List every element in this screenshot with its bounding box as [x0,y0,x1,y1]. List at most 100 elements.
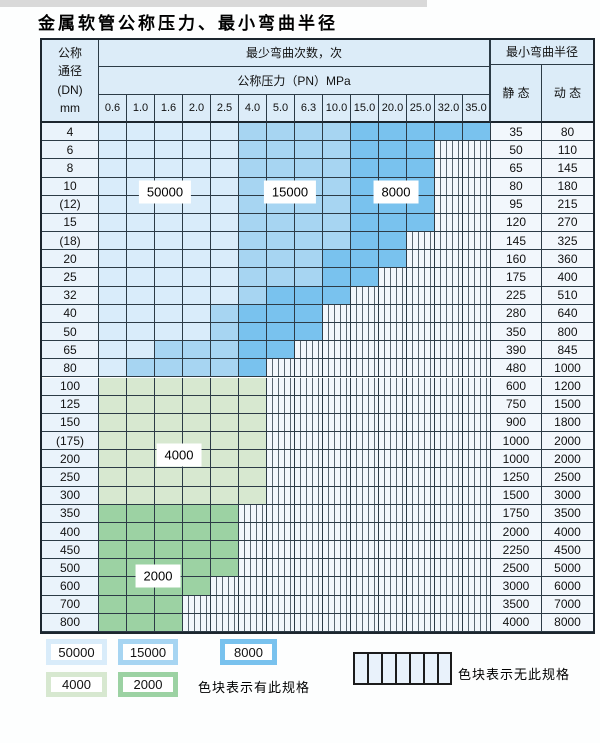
spec-cell [211,595,239,614]
spec-cell [379,504,407,523]
spec-cell [435,468,463,487]
spec-cell [127,250,155,269]
dynamic-radius-cell: 180 [542,177,593,196]
spec-cell [239,123,267,142]
static-radius-cell: 2250 [491,541,542,560]
spec-cell [351,377,379,396]
spec-cell [239,450,267,469]
spec-cell [379,432,407,451]
spec-cell [267,413,295,433]
spec-cell [407,522,435,542]
spec-cell [435,304,463,323]
spec-cell [183,595,211,614]
spec-cell [99,359,127,378]
spec-cell [99,195,127,214]
spec-cell [155,141,183,160]
spec-cell [407,304,435,323]
spec-cell [351,268,379,287]
spec-cell [183,250,211,269]
spec-cell [183,486,211,505]
spec-cell [183,159,211,178]
spec-cell [183,395,211,414]
spec-cell [351,195,379,214]
spec-cell [323,141,351,160]
dn-cell: (18) [42,232,99,251]
spec-cell [323,377,351,396]
dn-column-header: 公称 通径 (DN) mm [42,40,99,123]
spec-cell [239,413,267,433]
spec-cell [155,541,183,560]
spec-cell [435,541,463,560]
dynamic-radius-cell: 360 [542,250,593,269]
spec-cell [435,286,463,305]
dynamic-radius-cell: 5000 [542,559,593,578]
spec-cell [183,577,211,596]
spec-cell [435,395,463,414]
spec-cell [211,577,239,596]
spec-cell [435,250,463,269]
dynamic-radius-cell: 510 [542,286,593,305]
static-radius-cell: 750 [491,395,542,414]
spec-cell [99,141,127,160]
spec-cell [323,486,351,505]
spec-cell [295,595,323,614]
spec-cell [99,413,127,433]
legend-swatch-value: 50000 [51,644,102,660]
spec-cell [295,359,323,378]
spec-cell [463,286,491,305]
spec-cell [351,559,379,578]
spec-cell [267,450,295,469]
spec-cell [239,377,267,396]
spec-cell [267,559,295,578]
spec-cell [295,432,323,451]
spec-cell [127,159,155,178]
spec-cell [155,232,183,251]
spec-cell [379,232,407,251]
cycle-count-label: 2000 [135,564,181,588]
spec-cell [267,123,295,142]
static-radius-cell: 95 [491,195,542,214]
pressure-tick: 10.0 [323,95,351,123]
spec-cell [407,232,435,251]
spec-cell [295,322,323,342]
dn-cell: 80 [42,359,99,378]
spec-cell [295,377,323,396]
spec-cell [267,141,295,160]
spec-cell [407,213,435,233]
spec-cell [239,577,267,596]
spec-cell [99,232,127,251]
spec-cell [463,359,491,378]
spec-cell [211,322,239,342]
dn-cell: 8 [42,159,99,178]
spec-cell [295,159,323,178]
dn-cell: 20 [42,250,99,269]
static-radius-cell: 1750 [491,504,542,523]
spec-cell [463,541,491,560]
static-radius-cell: 120 [491,213,542,233]
spec-cell [239,595,267,614]
dynamic-radius-cell: 8000 [542,613,593,632]
spec-cell [239,559,267,578]
spec-cell [99,613,127,632]
spec-cell [127,486,155,505]
spec-cell [351,413,379,433]
dn-header-line: mm [60,100,80,115]
spec-cell [267,577,295,596]
spec-cell [239,522,267,542]
spec-cell [183,541,211,560]
spec-cell [435,559,463,578]
spec-cell [127,322,155,342]
spec-cell [267,377,295,396]
spec-cell [463,213,491,233]
spec-cell [211,250,239,269]
spec-cell [99,559,127,578]
dn-cell: 500 [42,559,99,578]
static-radius-cell: 390 [491,341,542,360]
static-radius-cell: 3500 [491,595,542,614]
dynamic-radius-cell: 3500 [542,504,593,523]
spec-cell [211,504,239,523]
spec-cell [323,159,351,178]
spec-cell [183,504,211,523]
spec-cell [407,159,435,178]
